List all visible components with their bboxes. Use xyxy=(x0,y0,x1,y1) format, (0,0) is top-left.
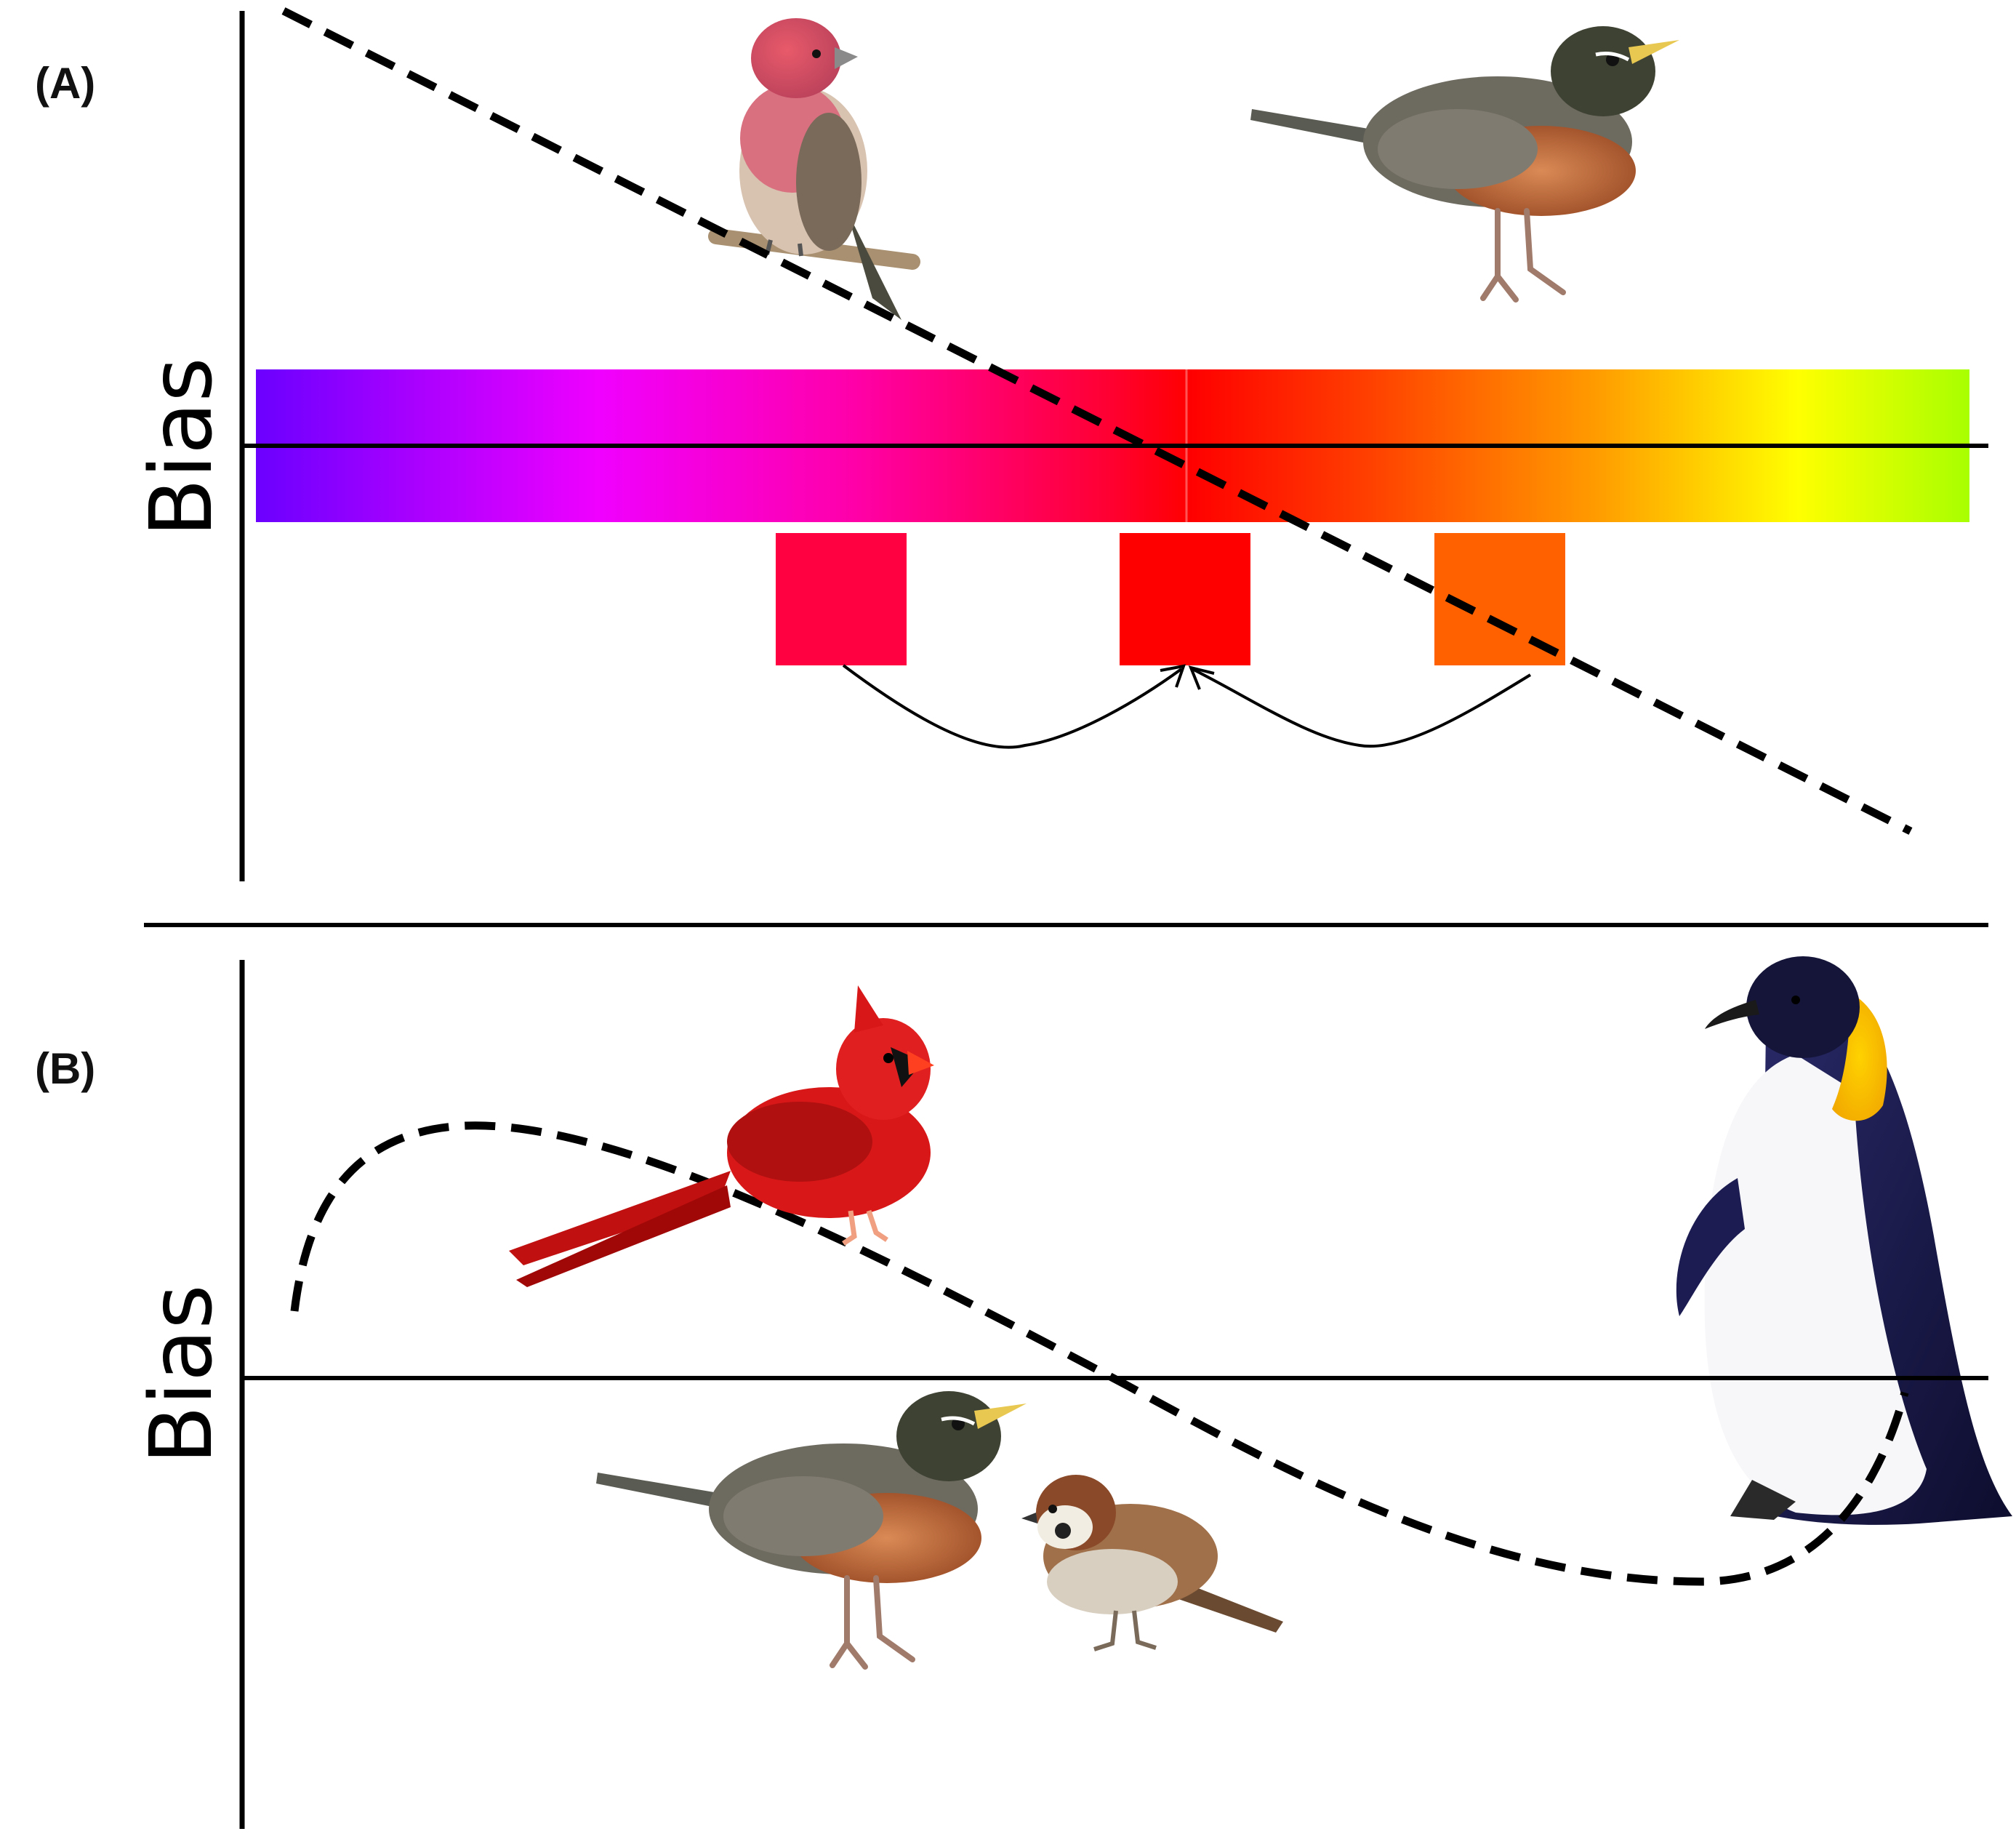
arrowhead-right xyxy=(1188,665,1215,690)
panel-b-label: (B) xyxy=(35,1044,95,1093)
panel-a: (A) Bias xyxy=(35,7,1988,881)
emperor-penguin-illustration xyxy=(1676,956,2012,1525)
panel-b-axis-title: Bias xyxy=(131,1284,231,1465)
house-finch-illustration xyxy=(708,18,920,320)
arrow-right-to-center xyxy=(1192,668,1532,748)
american-robin-b-illustration xyxy=(596,1391,1027,1670)
northern-cardinal-illustration xyxy=(509,985,934,1287)
panel-b: (B) Bias xyxy=(35,956,2012,1829)
panel-a-axis-title: Bias xyxy=(131,357,231,537)
arrow-left-to-center xyxy=(842,664,1183,749)
swatch-crimson xyxy=(776,533,907,665)
swatch-red xyxy=(1120,533,1250,665)
panel-b-trend-curve xyxy=(290,1121,1909,1586)
panel-a-label: (A) xyxy=(35,59,95,108)
american-robin-a-illustration xyxy=(1250,26,1679,303)
tree-sparrow-illustration xyxy=(1021,1475,1283,1651)
arrowhead-left xyxy=(1160,664,1186,688)
panel-a-trend-line xyxy=(281,7,1913,835)
